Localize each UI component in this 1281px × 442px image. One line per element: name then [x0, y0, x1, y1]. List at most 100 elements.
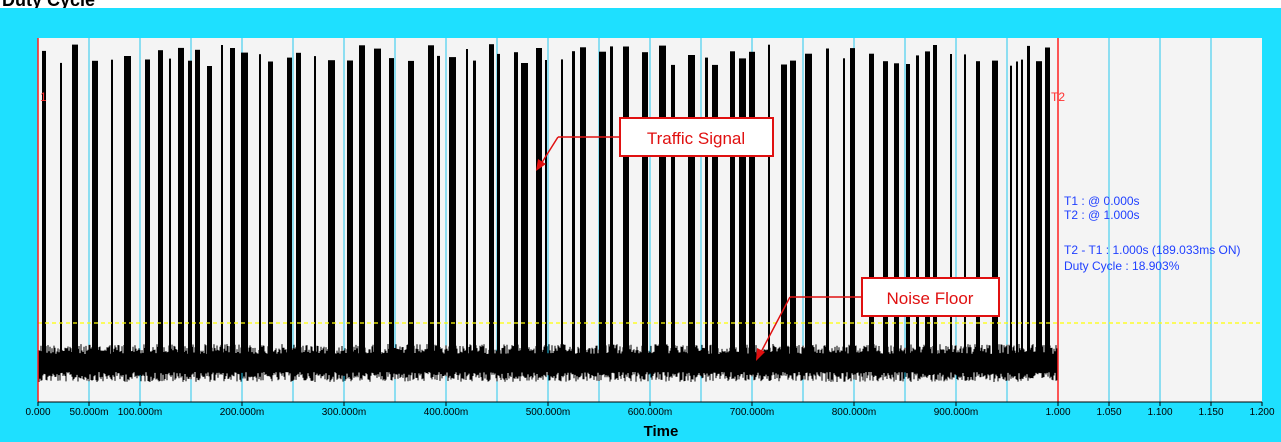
signal-burst-54 [781, 64, 787, 358]
signal-burst-8 [169, 58, 171, 358]
signal-burst-50 [730, 51, 735, 359]
signal-burst-59 [850, 48, 855, 358]
signal-burst-12 [207, 66, 212, 358]
signal-burst-24 [374, 48, 381, 358]
signal-burst-36 [536, 48, 542, 358]
signal-burst-49 [712, 64, 718, 359]
signal-burst-48 [705, 57, 708, 358]
x-tick-label-14: 1.150 [1198, 407, 1223, 418]
signal-burst-55 [790, 60, 796, 358]
x-tick-label-15: 1.200 [1249, 407, 1274, 418]
noise-floor-band [38, 354, 1058, 372]
signal-burst-43 [623, 46, 629, 358]
cursor-readout: T1 : @ 0.000s T2 : @ 1.000s T2 - T1 : 1.… [1064, 194, 1241, 273]
signal-burst-18 [287, 57, 292, 358]
signal-burst-71 [1010, 65, 1012, 358]
signal-burst-41 [599, 51, 606, 358]
signal-burst-70 [992, 60, 998, 358]
cursor-t2-tag: T2 [1051, 90, 1065, 104]
signal-burst-2 [72, 44, 78, 358]
x-tick-labels: 0.000 50.000m 100.000m 200.000m 300.000m 400.… [25, 407, 1274, 418]
callout-noise-floor-arrowhead [756, 348, 765, 361]
signal-burst-34 [514, 52, 518, 358]
signal-burst-31 [473, 60, 476, 358]
signal-burst-69 [976, 61, 980, 358]
signal-burst-10 [188, 60, 192, 358]
x-tick-label-2: 100.000m [118, 407, 162, 418]
signal-burst-39 [572, 51, 575, 358]
signal-burst-32 [489, 44, 494, 358]
signal-burst-6 [145, 59, 150, 358]
signal-burst-63 [906, 64, 910, 358]
signal-burst-75 [1036, 61, 1042, 358]
signal-burst-15 [241, 52, 248, 358]
signal-burst-46 [671, 64, 675, 359]
signal-burst-37 [545, 60, 547, 358]
signal-burst-44 [642, 52, 648, 358]
signal-burst-61 [883, 61, 888, 358]
signal-burst-38 [561, 59, 563, 359]
signal-burst-17 [268, 61, 273, 358]
x-axis-label: Time [644, 423, 679, 440]
callout-noise-floor-box [861, 277, 1000, 317]
signal-burst-60 [869, 53, 874, 358]
signal-burst-35 [521, 63, 528, 358]
signal-burst-45 [659, 45, 666, 358]
x-tick-label-6: 500.000m [526, 407, 570, 418]
x-tick-label-10: 900.000m [934, 407, 978, 418]
x-tick-label-0: 0.000 [25, 407, 50, 418]
signal-burst-29 [449, 57, 456, 358]
signal-burst-33 [497, 53, 500, 359]
signal-burst-58 [843, 58, 845, 359]
x-tick-label-9: 800.000m [832, 407, 876, 418]
signal-burst-3 [92, 60, 98, 359]
signal-trace [37, 44, 1059, 382]
x-tick-label-3: 200.000m [220, 407, 264, 418]
readout-t2: T2 : @ 1.000s [1064, 208, 1140, 222]
signal-burst-42 [610, 46, 613, 359]
signal-burst-0 [42, 50, 46, 359]
x-tick-label-12: 1.050 [1096, 407, 1121, 418]
page-title-text: Duty Cycle [2, 0, 95, 8]
callout-noise-floor: Noise Floor [756, 277, 1000, 361]
signal-burst-40 [580, 47, 586, 359]
signal-burst-20 [314, 56, 316, 358]
cursor-lines [37, 38, 1059, 402]
signal-burst-16 [259, 54, 261, 358]
signal-burst-72 [1016, 61, 1018, 358]
signal-burst-74 [1027, 45, 1030, 359]
signal-burst-7 [158, 50, 163, 358]
signal-burst-67 [950, 54, 952, 358]
signal-burst-25 [389, 58, 394, 358]
signal-burst-73 [1021, 59, 1023, 358]
cursor-t1-tag: 1 [40, 90, 47, 104]
signal-burst-57 [826, 48, 829, 358]
x-tick-label-4: 300.000m [322, 407, 366, 418]
callout-traffic-signal-box [619, 117, 774, 157]
callout-noise-floor-text: Noise Floor [887, 289, 974, 308]
signal-burst-27 [428, 45, 434, 359]
x-tick-label-13: 1.100 [1147, 407, 1172, 418]
x-tick-label-1: 50.000m [70, 407, 109, 418]
x-tick-label-7: 600.000m [628, 407, 672, 418]
signal-burst-56 [805, 53, 812, 358]
signal-burst-22 [347, 60, 353, 358]
signal-burst-23 [359, 45, 365, 359]
signal-burst-9 [178, 47, 184, 359]
signal-burst-76 [1045, 47, 1050, 358]
readout-t1: T1 : @ 0.000s [1064, 194, 1140, 208]
duty-cycle-chart: 0.000 50.000m 100.000m 200.000m 300.000m 400.… [25, 38, 1275, 440]
x-tick-label-11: 1.000 [1045, 407, 1070, 418]
signal-burst-21 [328, 60, 335, 358]
signal-burst-30 [466, 49, 468, 358]
signal-burst-53 [768, 44, 770, 358]
signal-burst-13 [221, 45, 223, 358]
signal-burst-14 [230, 48, 235, 358]
signal-burst-65 [925, 51, 930, 359]
signal-burst-66 [933, 45, 937, 358]
signal-burst-68 [964, 54, 966, 359]
signal-burst-4 [111, 59, 113, 358]
signal-burst-11 [195, 49, 200, 359]
x-tick-label-5: 400.000m [424, 407, 468, 418]
callout-traffic-signal-text: Traffic Signal [647, 129, 745, 148]
